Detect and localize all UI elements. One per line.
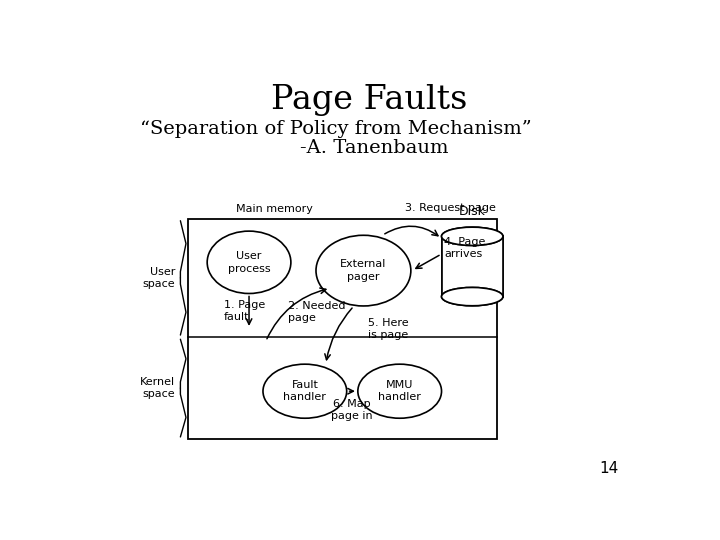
Text: 2. Needed
page: 2. Needed page bbox=[288, 301, 346, 323]
FancyBboxPatch shape bbox=[441, 237, 503, 296]
Text: 3. Request page: 3. Request page bbox=[405, 203, 496, 213]
Ellipse shape bbox=[441, 227, 503, 246]
Text: External
pager: External pager bbox=[341, 259, 387, 282]
Text: 5. Here
is page: 5. Here is page bbox=[368, 318, 408, 340]
Text: Main memory: Main memory bbox=[236, 204, 312, 214]
Ellipse shape bbox=[316, 235, 411, 306]
Ellipse shape bbox=[441, 287, 503, 306]
Text: -A. Tanenbaum: -A. Tanenbaum bbox=[300, 139, 449, 157]
Ellipse shape bbox=[263, 364, 347, 418]
Bar bbox=[441, 237, 503, 296]
Text: User
space: User space bbox=[143, 267, 176, 289]
Text: Fault
handler: Fault handler bbox=[284, 380, 326, 402]
Text: 14: 14 bbox=[599, 461, 618, 476]
Text: Kernel
space: Kernel space bbox=[140, 377, 176, 399]
Text: 1. Page
fault: 1. Page fault bbox=[224, 300, 265, 322]
Text: User
process: User process bbox=[228, 251, 270, 273]
Ellipse shape bbox=[207, 231, 291, 294]
Text: MMU
handler: MMU handler bbox=[378, 380, 421, 402]
Ellipse shape bbox=[358, 364, 441, 418]
Text: 4. Page
arrives: 4. Page arrives bbox=[444, 237, 486, 259]
Text: 6. Map
page in: 6. Map page in bbox=[331, 399, 373, 421]
Ellipse shape bbox=[441, 287, 503, 306]
Text: Disk: Disk bbox=[459, 205, 486, 218]
Text: “Separation of Policy from Mechanism”: “Separation of Policy from Mechanism” bbox=[140, 120, 531, 138]
Bar bbox=[188, 219, 498, 439]
Text: Page Faults: Page Faults bbox=[271, 84, 467, 116]
Ellipse shape bbox=[441, 227, 503, 246]
